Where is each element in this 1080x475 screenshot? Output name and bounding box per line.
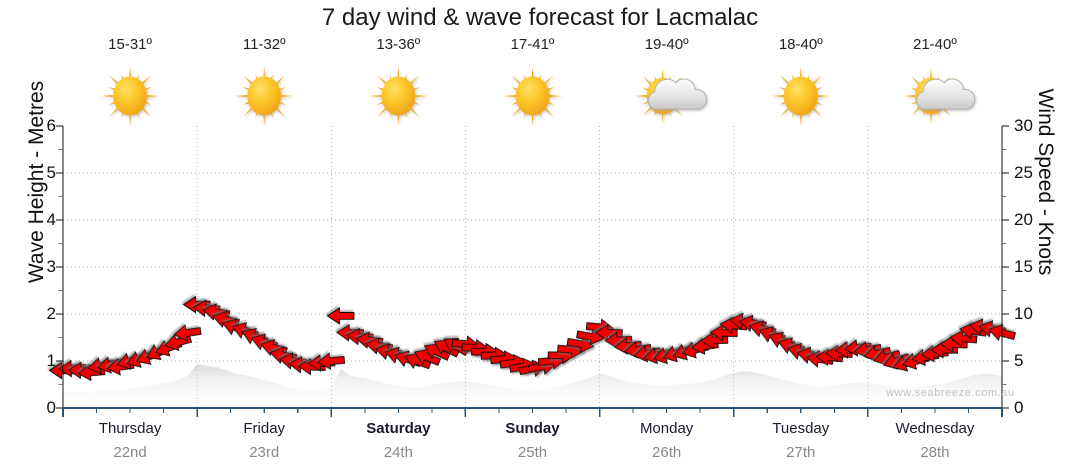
right-axis-tick: 25: [1014, 163, 1033, 182]
day-date-label: 22nd: [113, 444, 147, 461]
temperature-range: 17-41º: [510, 36, 555, 53]
watermark: www.seabreeze.com.au: [886, 387, 1015, 399]
axis-lines: [56, 125, 1009, 417]
right-axis-tick: 20: [1014, 210, 1033, 229]
temperature-range: 11-32º: [242, 36, 286, 53]
left-axis-tick: 5: [46, 163, 56, 182]
sun-cloud-icon: [635, 68, 707, 124]
day-header: 17-41º: [465, 36, 599, 122]
day-date-label: 25th: [517, 444, 548, 461]
left-axis-tick: 0: [46, 398, 56, 417]
sun-icon: [100, 66, 160, 126]
sun-cloud-icon: [903, 68, 976, 124]
temperature-range: 18-40º: [778, 36, 823, 53]
right-axis-tick: 30: [1014, 116, 1033, 135]
wind-arrows: [48, 295, 1017, 382]
sun-icon: [235, 66, 294, 126]
day-date-label: 26th: [652, 444, 682, 461]
temperature-range: 13-36º: [376, 36, 421, 53]
left-axis-tick: 3: [46, 257, 56, 276]
temperature-range: 15-31º: [108, 36, 152, 53]
left-axis-tick: 6: [46, 116, 56, 135]
day-header: 21-40º: [868, 36, 1002, 122]
wave-height-band: [63, 364, 1002, 408]
left-axis-tick: 4: [46, 210, 56, 229]
day-name-label: Friday: [243, 420, 286, 437]
day-header: 15-31º: [63, 36, 197, 122]
day-date-label: 24th: [383, 444, 413, 461]
sun-icon: [369, 66, 428, 126]
right-axis-tick: 15: [1014, 257, 1033, 276]
day-name-label: Tuesday: [772, 420, 830, 437]
weather-icons: [100, 66, 976, 126]
day-name-label: Sunday: [505, 420, 560, 437]
right-axis-tick: 5: [1014, 351, 1024, 370]
temperature-range: 19-40º: [644, 36, 689, 53]
right-axis-tick: 10: [1014, 304, 1033, 323]
day-date-label: 28th: [920, 444, 950, 461]
day-header: 13-36º: [331, 36, 465, 122]
day-header: 18-40º: [734, 36, 868, 122]
right-axis-tick: 0: [1014, 398, 1024, 417]
sun-icon: [771, 66, 830, 126]
sun-icon: [503, 66, 562, 126]
day-name-label: Monday: [639, 420, 694, 437]
day-name-label: Wednesday: [895, 420, 975, 437]
day-header: 11-32º: [197, 36, 331, 122]
day-name-label: Thursday: [98, 420, 162, 437]
day-header: 19-40º: [600, 36, 734, 122]
page-title: 7 day wind & wave forecast for Lacmalac: [321, 4, 759, 31]
temperature-range: 21-40º: [912, 36, 957, 53]
day-date-label: 23rd: [249, 444, 280, 461]
day-date-label: 27th: [786, 444, 816, 461]
left-axis-tick: 2: [46, 304, 56, 323]
left-axis-tick: 1: [46, 351, 56, 370]
day-name-label: Saturday: [366, 420, 431, 437]
